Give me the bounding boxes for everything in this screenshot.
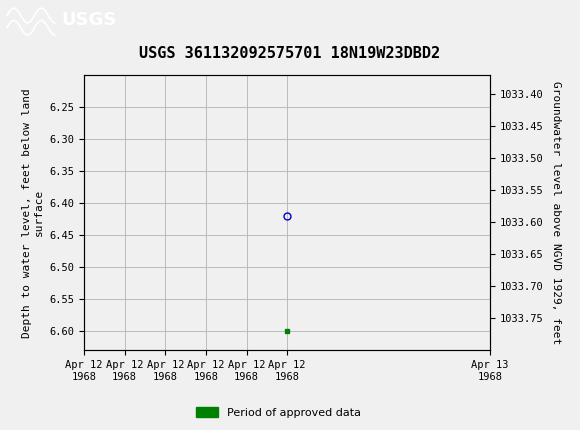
Y-axis label: Groundwater level above NGVD 1929, feet: Groundwater level above NGVD 1929, feet [550,81,560,344]
Text: USGS: USGS [61,12,116,29]
Y-axis label: Depth to water level, feet below land
surface: Depth to water level, feet below land su… [22,88,44,338]
Text: USGS 361132092575701 18N19W23DBD2: USGS 361132092575701 18N19W23DBD2 [139,46,441,61]
Legend: Period of approved data: Period of approved data [191,403,365,422]
